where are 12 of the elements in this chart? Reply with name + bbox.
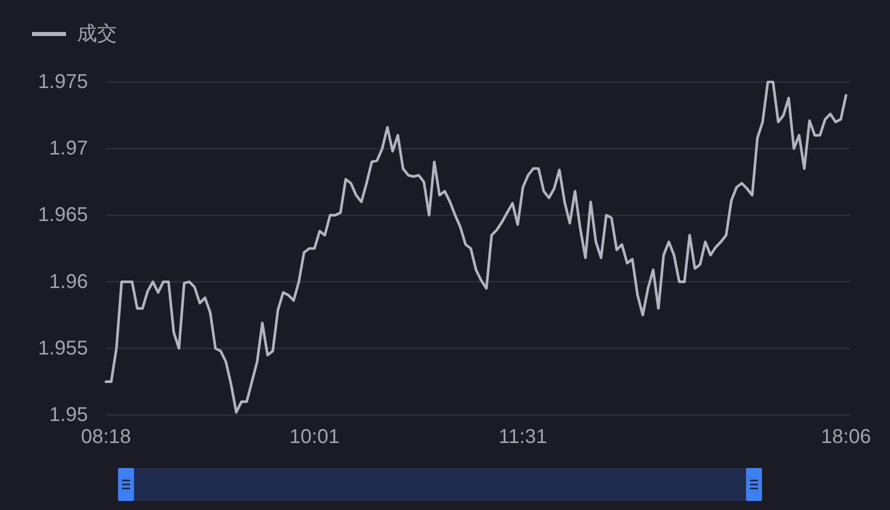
y-tick-label: 1.96: [49, 270, 88, 293]
legend: 成交: [32, 23, 117, 45]
x-tick-label: 11:31: [498, 426, 548, 448]
y-tick-label: 1.965: [38, 204, 88, 226]
y-tick-label: 1.95: [49, 404, 88, 426]
legend-label: 成交: [77, 23, 117, 45]
y-tick-label: 1.955: [38, 337, 88, 360]
x-tick-label: 08:18: [80, 426, 132, 448]
x-tick-label: 18:06: [820, 426, 872, 448]
y-tick-label: 1.97: [49, 138, 88, 160]
x-tick-label: 10:01: [289, 426, 340, 448]
y-tick-label: 1.975: [38, 71, 88, 93]
